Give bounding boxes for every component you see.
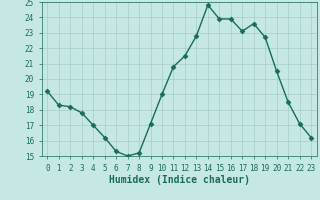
X-axis label: Humidex (Indice chaleur): Humidex (Indice chaleur) [109,175,250,185]
